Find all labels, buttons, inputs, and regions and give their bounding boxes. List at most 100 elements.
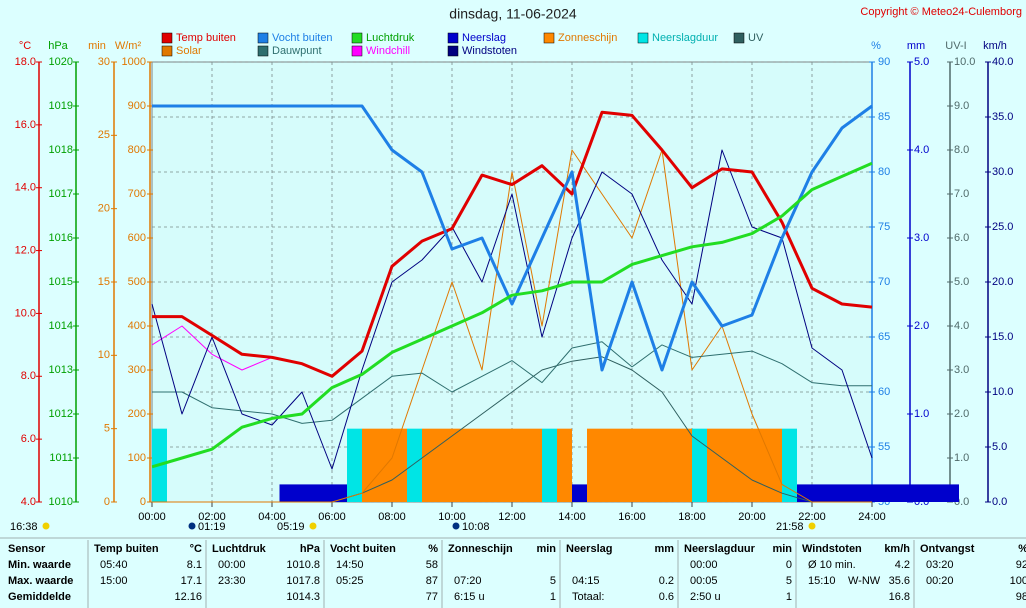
y-tick-label: 400 — [128, 320, 146, 332]
bar — [557, 428, 572, 502]
cell-value: 98 — [1016, 591, 1026, 603]
cell-time: 03:20 — [926, 559, 954, 571]
group-title: Neerslagduur — [684, 543, 756, 555]
astro-time: 16:38 — [10, 521, 38, 533]
bar — [617, 428, 632, 502]
row-label: Min. waarde — [8, 559, 71, 571]
bar — [467, 428, 482, 502]
legend-label: Windstoten — [462, 45, 517, 57]
astro-time: 21:58 — [776, 521, 804, 533]
cell-time: 15:00 — [100, 575, 128, 587]
chart-title: dinsdag, 11-06-2024 — [449, 6, 577, 22]
y-tick-label: 1013 — [49, 364, 73, 376]
bar — [602, 428, 617, 502]
cell-dir: W-NW — [848, 575, 881, 587]
x-tick-label: 08:00 — [378, 511, 406, 523]
astro-icon — [188, 522, 196, 530]
y-tick-label: 1011 — [49, 452, 73, 464]
y-tick-label: 18.0 — [15, 56, 36, 68]
y-tick-label: 1018 — [49, 144, 73, 156]
x-tick-label: 20:00 — [738, 511, 766, 523]
y-tick-label: 12.0 — [15, 244, 36, 256]
bar — [437, 428, 452, 502]
y-tick-label: 30 — [98, 56, 110, 68]
cell-value: 8.1 — [187, 559, 202, 571]
y-tick-label: 6.0 — [954, 232, 969, 244]
axis-unit: W/m² — [115, 40, 142, 52]
y-tick-label: 8.0 — [954, 144, 969, 156]
y-tick-label: 10 — [98, 349, 110, 361]
group-unit: °C — [190, 543, 202, 555]
series-line — [152, 341, 872, 424]
x-tick-label: 02:00 — [198, 511, 226, 523]
cell-value: 0 — [786, 559, 792, 571]
group-unit: min — [772, 543, 792, 555]
cell-time: 07:20 — [454, 575, 482, 587]
y-tick-label: 900 — [128, 100, 146, 112]
group-title: Luchtdruk — [212, 543, 267, 555]
y-tick-label: 5.0 — [992, 441, 1007, 453]
y-tick-label: 14.0 — [15, 182, 36, 194]
cell-time: 05:40 — [100, 559, 128, 571]
cell-value: 17.1 — [181, 575, 202, 587]
astro-time: 10:08 — [462, 521, 490, 533]
y-tick-label: 70 — [878, 276, 890, 288]
series-line — [151, 325, 273, 371]
x-tick-label: 04:00 — [258, 511, 286, 523]
x-tick-label: 14:00 — [558, 511, 586, 523]
bar — [722, 428, 737, 502]
x-tick-label: 22:00 — [798, 511, 826, 523]
y-tick-label: 80 — [878, 166, 890, 178]
cell-value: 87 — [426, 575, 438, 587]
x-tick-label: 24:00 — [858, 511, 886, 523]
cell-value: 35.6 — [889, 575, 910, 587]
group-unit: hPa — [300, 543, 321, 555]
bar — [512, 428, 527, 502]
bar — [347, 428, 362, 502]
y-tick-label: 10.0 — [954, 56, 975, 68]
legend-swatch — [257, 32, 269, 44]
y-tick-label: 1010 — [49, 496, 73, 508]
y-tick-label: 100 — [128, 452, 146, 464]
cell-value: 77 — [426, 591, 438, 603]
legend-label: Neerslagduur — [652, 32, 718, 44]
astro-icon — [452, 522, 460, 530]
bar — [497, 428, 512, 502]
cell-time: 00:00 — [218, 559, 246, 571]
bar — [422, 428, 437, 502]
bar — [767, 428, 782, 502]
legend-label: Solar — [176, 45, 202, 57]
axis-unit: % — [871, 40, 881, 52]
y-tick-label: 30.0 — [992, 166, 1013, 178]
cell-time: 00:05 — [690, 575, 718, 587]
axis-unit: km/h — [983, 40, 1007, 52]
cell-time: 04:15 — [572, 575, 600, 587]
cell-value: 5 — [786, 575, 792, 587]
cell-value: 100 — [1010, 575, 1026, 587]
y-tick-label: 1000 — [122, 56, 146, 68]
cell-time: 00:00 — [690, 559, 718, 571]
cell-value: 5 — [550, 575, 556, 587]
y-tick-label: 4.0 — [954, 320, 969, 332]
bar — [452, 428, 467, 502]
y-tick-label: 5 — [104, 423, 110, 435]
y-tick-label: 1012 — [49, 408, 73, 420]
bar — [407, 428, 422, 502]
bar — [677, 428, 692, 502]
legend-label: Windchill — [366, 45, 410, 57]
bar — [362, 428, 377, 502]
x-tick-label: 12:00 — [498, 511, 526, 523]
y-tick-label: 1.0 — [914, 408, 929, 420]
legend-swatch — [161, 32, 173, 44]
y-tick-label: 500 — [128, 276, 146, 288]
y-tick-label: 700 — [128, 188, 146, 200]
y-tick-label: 25 — [98, 129, 110, 141]
cell-time: 6:15 u — [454, 591, 485, 603]
astro-time: 05:19 — [277, 521, 305, 533]
legend-label: Neerslag — [462, 32, 506, 44]
x-tick-label: 10:00 — [438, 511, 466, 523]
axis-unit: min — [88, 40, 106, 52]
astro-icon — [808, 522, 816, 530]
x-tick-label: 06:00 — [318, 511, 346, 523]
copyright: Copyright © Meteo24-Culemborg — [860, 6, 1022, 18]
